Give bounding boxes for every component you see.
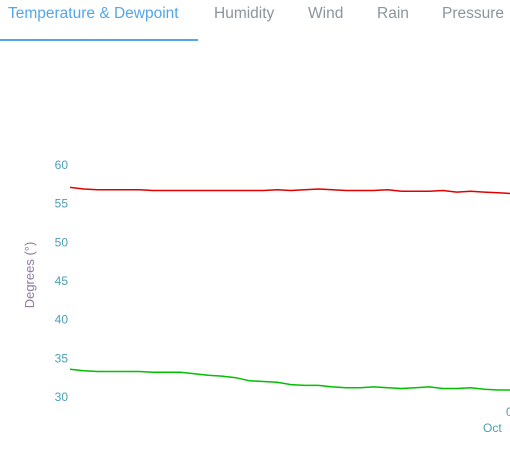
- x-tick-label-month: Oct: [483, 421, 502, 435]
- y-axis-label: Degrees (°): [22, 242, 37, 309]
- y-tick-label: 60: [55, 158, 69, 172]
- temperature-line: [69, 186, 510, 195]
- tab-humidity[interactable]: Humidity: [214, 5, 275, 22]
- y-tick-label: 40: [55, 313, 69, 327]
- y-tick-label: 35: [55, 351, 69, 365]
- y-tick-label: 30: [55, 390, 69, 404]
- series-lines: [69, 186, 510, 391]
- tab-rain[interactable]: Rain: [377, 5, 409, 22]
- tab-pressure[interactable]: Pressure: [442, 5, 505, 22]
- tab-wind[interactable]: Wind: [308, 5, 344, 22]
- x-tick-label: 0: [506, 405, 510, 419]
- active-tab-indicator: [0, 39, 198, 41]
- y-axis-ticks: 30 35 40 45 50 55 60: [55, 158, 69, 404]
- tab-temperature-dewpoint[interactable]: Temperature & Dewpoint: [8, 5, 179, 22]
- y-tick-label: 45: [55, 274, 69, 288]
- dewpoint-line: [69, 368, 510, 391]
- y-tick-label: 55: [55, 197, 69, 211]
- tab-bar: Temperature & Dewpoint Humidity Wind Rai…: [0, 0, 510, 42]
- y-tick-label: 50: [55, 235, 69, 249]
